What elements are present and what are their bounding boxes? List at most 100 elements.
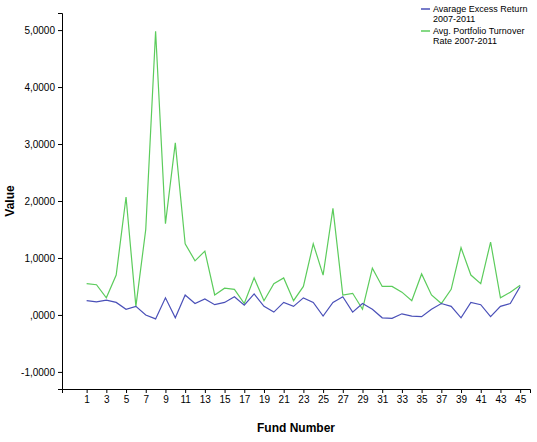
x-tick-label: 43 xyxy=(495,394,507,405)
legend: Avarage Excess Return2007-2011Avg. Portf… xyxy=(421,4,527,46)
x-tick-mark xyxy=(264,389,265,393)
x-tick-mark xyxy=(500,389,501,393)
x-tick-label: 17 xyxy=(239,394,251,405)
x-tick: 17 xyxy=(239,389,251,405)
x-tick-label: 45 xyxy=(515,394,527,405)
x-tick-mark xyxy=(461,389,462,393)
series-line xyxy=(87,286,521,318)
series-line xyxy=(87,31,521,309)
y-axis-title: Value xyxy=(3,185,17,217)
x-axis-title: Fund Number xyxy=(257,421,335,435)
x-tick: 39 xyxy=(456,389,468,405)
x-tick-mark xyxy=(244,389,245,393)
y-tick-label: 3,0000 xyxy=(24,139,55,150)
y-tick-label: 5,0000 xyxy=(24,25,55,36)
x-tick: 41 xyxy=(476,389,488,405)
x-tick-mark xyxy=(126,389,127,393)
x-tick: 29 xyxy=(357,389,369,405)
y-tick: 3,0000 xyxy=(24,139,62,150)
x-tick-mark xyxy=(520,389,521,393)
y-tick: 4,0000 xyxy=(24,82,62,93)
x-tick-label: 7 xyxy=(143,394,149,405)
y-tick: ,0000 xyxy=(30,310,62,321)
x-tick-mark xyxy=(441,389,442,393)
y-tick-label: 2,0000 xyxy=(24,196,55,207)
x-tick: 7 xyxy=(143,389,149,405)
x-tick: 43 xyxy=(495,389,507,405)
x-tick-mark xyxy=(422,389,423,393)
y-axis-line xyxy=(58,14,63,390)
x-tick-label: 3 xyxy=(104,394,110,405)
x-tick-label: 15 xyxy=(220,394,232,405)
y-tick-mark xyxy=(58,372,62,373)
y-tick: -1,0000 xyxy=(21,367,62,378)
y-tick-mark xyxy=(58,144,62,145)
x-tick: 11 xyxy=(180,389,191,405)
x-tick: 23 xyxy=(298,389,310,405)
x-tick-label: 11 xyxy=(180,394,191,405)
x-tick-mark xyxy=(225,389,226,393)
legend-swatch xyxy=(421,8,430,10)
x-tick: 9 xyxy=(163,389,169,405)
x-tick-mark xyxy=(165,389,166,393)
y-tick-mark xyxy=(58,315,62,316)
x-tick-label: 31 xyxy=(377,394,389,405)
x-axis: 1357911131517192123252729313335373941434… xyxy=(63,389,531,405)
x-tick-label: 21 xyxy=(279,394,291,405)
x-tick-mark xyxy=(146,389,147,393)
x-tick: 25 xyxy=(318,389,330,405)
x-tick-label: 19 xyxy=(259,394,271,405)
x-tick: 27 xyxy=(338,389,350,405)
y-tick-mark xyxy=(58,30,62,31)
x-tick-mark xyxy=(323,389,324,393)
x-tick: 35 xyxy=(417,389,429,405)
x-tick-label: 13 xyxy=(200,394,212,405)
x-tick-mark xyxy=(106,389,107,393)
y-tick: 2,0000 xyxy=(24,196,62,207)
legend-label: Avg. Portfolio TurnoverRate 2007-2011 xyxy=(433,26,524,46)
plot-area xyxy=(87,31,521,319)
x-tick-label: 33 xyxy=(397,394,409,405)
y-tick-mark xyxy=(58,201,62,202)
x-tick-mark xyxy=(303,389,304,393)
y-tick: 1,0000 xyxy=(24,253,62,264)
x-tick-label: 5 xyxy=(124,394,130,405)
x-tick-mark xyxy=(481,389,482,393)
x-tick: 21 xyxy=(279,389,291,405)
x-tick-mark xyxy=(382,389,383,393)
x-axis-line xyxy=(63,390,531,394)
legend-label: Avarage Excess Return2007-2011 xyxy=(433,4,527,24)
y-tick-label: ,0000 xyxy=(30,310,55,321)
x-tick: 13 xyxy=(200,389,212,405)
x-tick-label: 29 xyxy=(357,394,369,405)
x-tick-mark xyxy=(284,389,285,393)
x-tick: 37 xyxy=(436,389,448,405)
x-tick-label: 27 xyxy=(338,394,350,405)
x-tick-mark xyxy=(185,389,186,393)
y-tick-mark xyxy=(58,87,62,88)
x-tick-label: 1 xyxy=(84,394,90,405)
x-tick-label: 25 xyxy=(318,394,330,405)
x-tick-label: 39 xyxy=(456,394,468,405)
x-tick: 19 xyxy=(259,389,271,405)
x-tick-mark xyxy=(205,389,206,393)
x-tick-mark xyxy=(87,389,88,393)
y-tick: 5,0000 xyxy=(24,25,62,36)
y-tick-label: -1,0000 xyxy=(21,367,55,378)
x-tick: 3 xyxy=(104,389,110,405)
y-axis: -1,0000 ,0000 1,0000 2,0000 3,0000 4,0000 5,00… xyxy=(21,14,62,390)
x-tick: 33 xyxy=(397,389,409,405)
y-tick-label: 1,0000 xyxy=(24,253,55,264)
x-tick-label: 41 xyxy=(476,394,488,405)
x-tick: 1 xyxy=(84,389,90,405)
x-tick-label: 37 xyxy=(436,394,448,405)
x-tick: 5 xyxy=(124,389,130,405)
x-tick-mark xyxy=(343,389,344,393)
x-tick-label: 23 xyxy=(298,394,310,405)
x-tick: 31 xyxy=(377,389,389,405)
chart: -1,0000 ,0000 1,0000 2,0000 3,0000 4,0000 5,00… xyxy=(0,0,537,442)
x-tick-mark xyxy=(402,389,403,393)
x-tick: 15 xyxy=(220,389,232,405)
x-tick-label: 9 xyxy=(163,394,169,405)
x-tick-label: 35 xyxy=(417,394,429,405)
